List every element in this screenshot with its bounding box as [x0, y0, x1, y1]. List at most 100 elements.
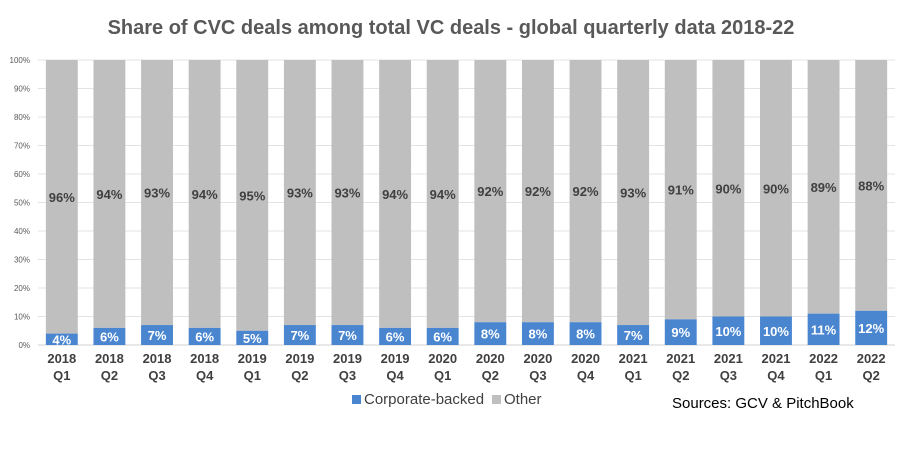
x-tick-year: 2021 [619, 351, 648, 366]
x-tick-year: 2019 [285, 351, 314, 366]
y-tick-label: 60% [14, 170, 30, 179]
x-tick-quarter: Q2 [482, 368, 499, 383]
grid-layer [38, 59, 895, 346]
data-label-corporate: 8% [529, 327, 548, 342]
y-tick-label: 0% [18, 341, 30, 350]
data-label-other: 94% [430, 187, 456, 202]
data-label-corporate: 10% [715, 324, 741, 339]
bar-corporate [236, 330, 269, 345]
bar-other [569, 60, 602, 323]
x-tick-quarter: Q3 [720, 368, 737, 383]
bar-other [521, 60, 554, 323]
x-tick-quarter: Q3 [529, 368, 546, 383]
data-label-other: 93% [620, 186, 646, 201]
data-label-other: 93% [287, 186, 313, 201]
bar-other [807, 60, 840, 314]
bar-corporate [855, 310, 888, 345]
data-label-other: 92% [573, 184, 599, 199]
bar-other [331, 60, 364, 326]
bar-corporate [807, 313, 840, 345]
bar-other [664, 60, 697, 320]
x-tick-quarter: Q2 [291, 368, 308, 383]
x-tick-quarter: Q2 [863, 368, 880, 383]
data-label-corporate: 6% [100, 329, 119, 344]
data-label-other: 94% [96, 187, 122, 202]
data-label-corporate: 10% [763, 324, 789, 339]
data-label-corporate: 11% [811, 322, 837, 337]
y-tick-label: 30% [14, 256, 30, 265]
bar-other [141, 60, 173, 326]
x-tick-year: 2019 [381, 351, 410, 366]
data-label-corporate: 4% [52, 332, 71, 347]
x-tick-quarter: Q1 [624, 368, 641, 383]
data-label-corporate: 7% [338, 328, 357, 343]
x-tick-year: 2018 [95, 351, 124, 366]
data-label-other: 90% [715, 181, 741, 196]
data-label-other: 95% [239, 188, 265, 203]
legend-swatch-corporate [352, 395, 361, 404]
data-label-other: 94% [192, 187, 218, 202]
x-tick-quarter: Q4 [386, 368, 404, 383]
x-tick-year: 2018 [190, 351, 219, 366]
x-tick-year: 2021 [666, 351, 695, 366]
legend-label-other: Other [504, 391, 542, 408]
data-label-other: 90% [763, 181, 789, 196]
x-tick-quarter: Q2 [672, 368, 689, 383]
y-tick-label: 50% [14, 199, 30, 208]
bar-corporate [617, 325, 650, 345]
bar-other [45, 60, 78, 334]
x-tick-year: 2020 [476, 351, 505, 366]
x-tick-quarter: Q1 [434, 368, 451, 383]
x-tick-year: 2020 [571, 351, 600, 366]
bar-other [188, 60, 221, 328]
bar-corporate [379, 327, 412, 345]
data-label-corporate: 7% [290, 328, 309, 343]
data-label-other: 91% [668, 183, 694, 198]
data-label-corporate: 5% [243, 331, 262, 346]
x-tick-quarter: Q3 [339, 368, 356, 383]
bar-corporate [93, 327, 126, 345]
data-label-corporate: 9% [671, 325, 690, 340]
bar-corporate [188, 327, 221, 345]
y-tick-label: 90% [14, 85, 30, 94]
bars-layer: 4% 96% 6% 94% 7% 93% 6% 94% 5% 95% 7% 93% 7% 93% 6% 94%… [45, 60, 888, 347]
bar-corporate [283, 325, 316, 345]
y-axis: 0% 10% 20% 30% 40% 50% 60% 70% 80% 90% 100% [10, 56, 30, 350]
bar-corporate [664, 319, 697, 345]
bar-other [617, 60, 650, 326]
x-axis: 2018 Q1 2018 Q2 2018 Q3 2018 Q4 2019 Q1 2019 Q2 2019… [47, 351, 885, 383]
data-label-corporate: 6% [433, 329, 452, 344]
source-note: Sources: GCV & PitchBook [672, 395, 854, 412]
data-label-other: 92% [525, 184, 551, 199]
data-label-corporate: 12% [858, 321, 884, 336]
x-tick-year: 2018 [47, 351, 76, 366]
y-tick-label: 20% [14, 284, 30, 293]
data-label-other: 92% [477, 184, 503, 199]
data-label-corporate: 8% [481, 327, 500, 342]
bar-corporate [474, 322, 507, 345]
bar-corporate [521, 322, 554, 345]
y-tick-label: 80% [14, 113, 30, 122]
bar-corporate [760, 316, 792, 345]
x-tick-quarter: Q2 [101, 368, 118, 383]
bar-other [426, 60, 459, 328]
x-tick-quarter: Q1 [244, 368, 261, 383]
data-label-corporate: 6% [386, 329, 405, 344]
chart-title: Share of CVC deals among total VC deals … [108, 17, 795, 39]
bar-other [379, 60, 412, 328]
data-label-other: 88% [858, 178, 884, 193]
legend: Corporate-backed Other [352, 391, 542, 408]
bar-other [236, 60, 269, 331]
bar-corporate [141, 325, 173, 345]
data-label-other: 96% [49, 190, 75, 205]
bar-other [93, 60, 126, 328]
x-tick-quarter: Q3 [148, 368, 165, 383]
legend-label-corporate: Corporate-backed [364, 391, 484, 408]
y-tick-label: 40% [14, 227, 30, 236]
x-tick-quarter: Q1 [815, 368, 832, 383]
bar-other [474, 60, 507, 323]
data-label-other: 93% [144, 186, 170, 201]
bar-corporate [426, 327, 459, 345]
